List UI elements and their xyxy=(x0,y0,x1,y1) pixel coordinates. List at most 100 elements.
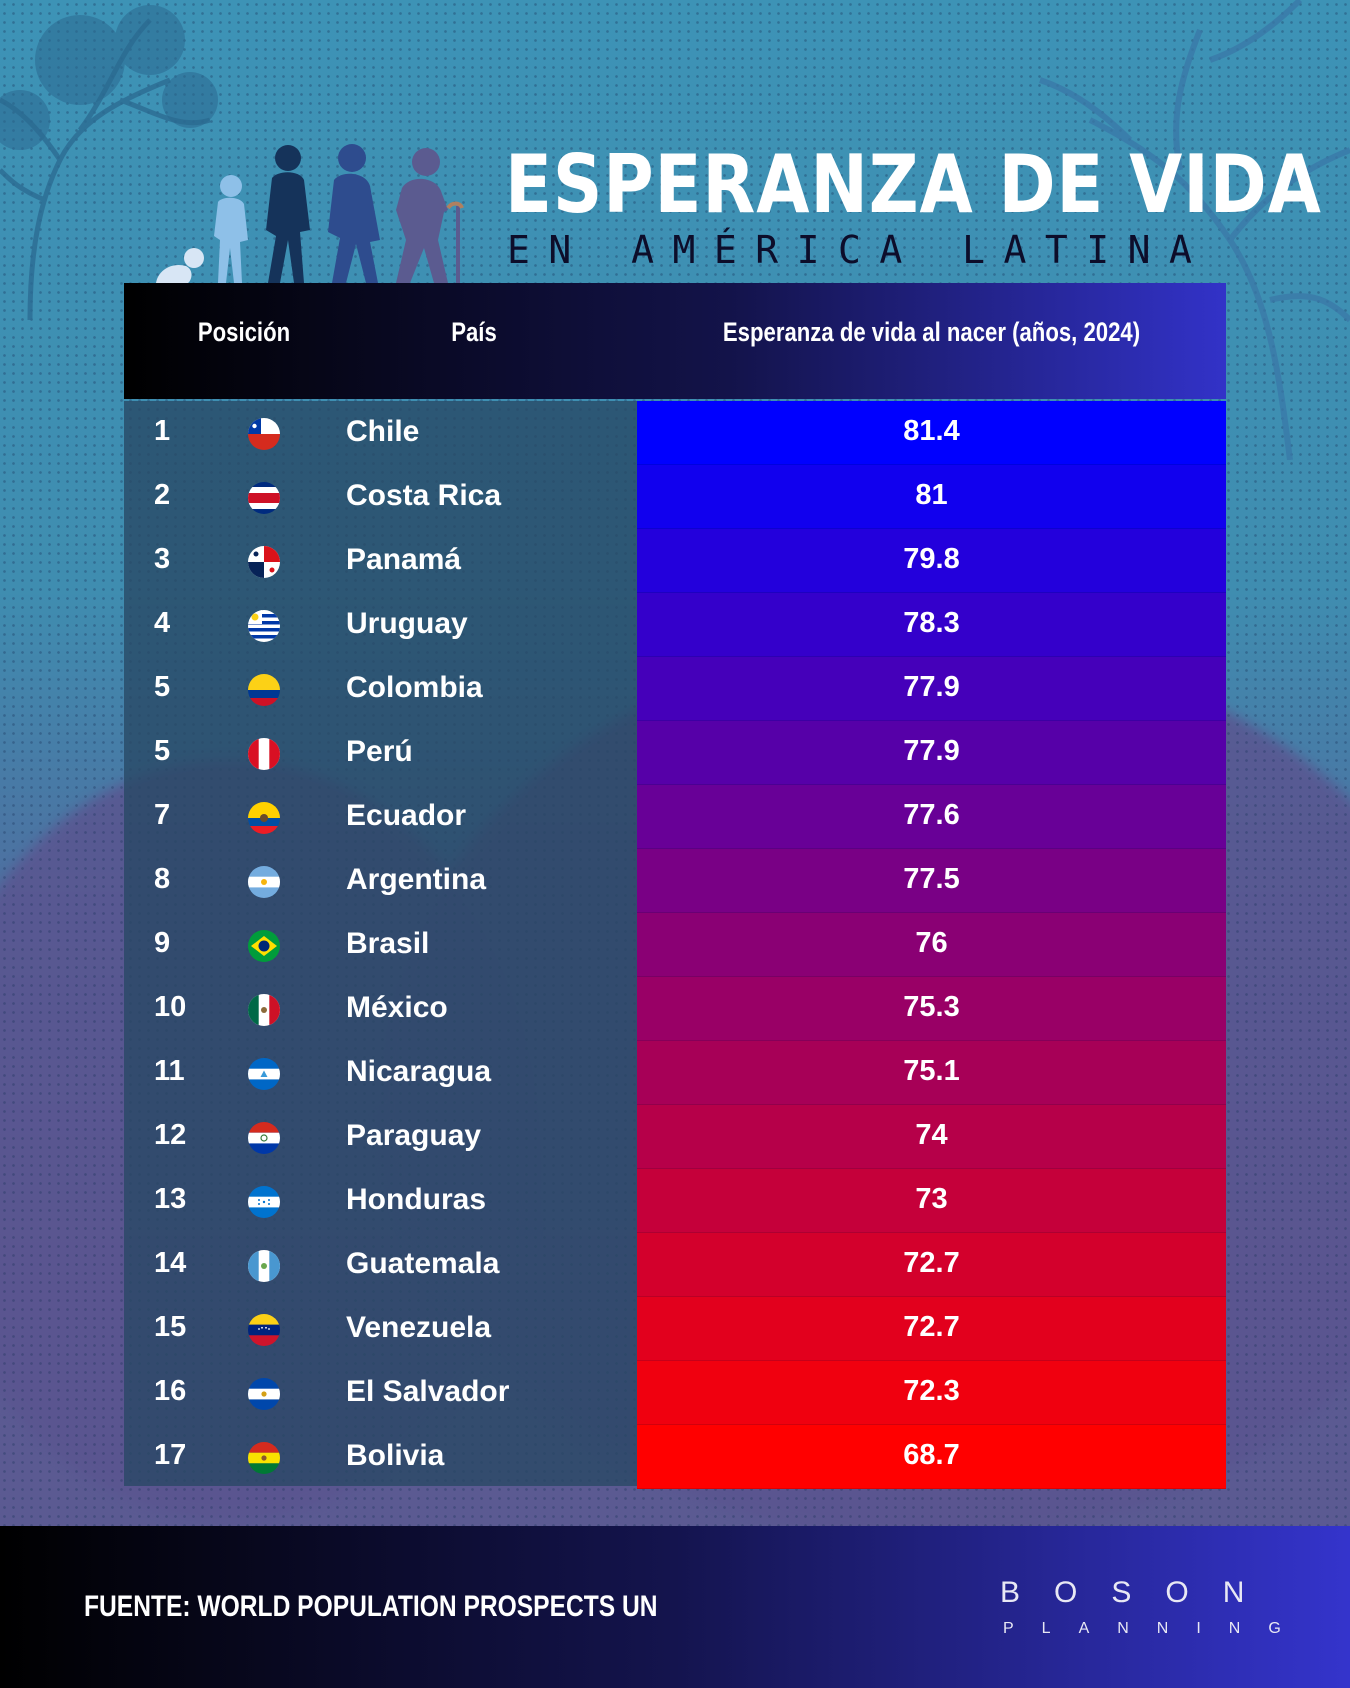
table-row: 1 Chile 81.4 xyxy=(124,401,1226,465)
value-bar: 81 xyxy=(637,465,1226,529)
rank-cell: 14 xyxy=(154,1247,187,1279)
country-cell: Uruguay xyxy=(346,607,468,640)
rank-cell: 4 xyxy=(154,607,171,639)
value-bar: 79.8 xyxy=(637,529,1226,593)
country-cell: Colombia xyxy=(346,671,483,704)
rank-cell: 7 xyxy=(154,799,171,831)
table-row: 3 Panamá 79.8 xyxy=(124,529,1226,593)
value-bar: 73 xyxy=(637,1169,1226,1233)
logo-wordmark: BOSON xyxy=(1000,1576,1279,1609)
country-cell: El Salvador xyxy=(346,1375,510,1408)
value-bar: 78.3 xyxy=(637,593,1226,657)
el-salvador-flag-icon xyxy=(248,1378,280,1410)
rank-cell: 17 xyxy=(154,1439,187,1471)
table-row: 11 Nicaragua 75.1 xyxy=(124,1041,1226,1105)
country-cell: Chile xyxy=(346,415,420,448)
header-country: País xyxy=(451,317,497,347)
human-evolution-silhouettes-icon xyxy=(156,144,464,284)
country-cell: Bolivia xyxy=(346,1439,445,1472)
table-row: 9 Brasil 76 xyxy=(124,913,1226,977)
bolivia-flag-icon xyxy=(248,1442,280,1474)
value-label: 77.9 xyxy=(903,735,960,767)
venezuela-flag-icon xyxy=(248,1314,280,1346)
colombia-flag-icon xyxy=(248,674,280,706)
rank-cell: 8 xyxy=(154,863,171,895)
uruguay-flag-icon xyxy=(248,610,280,642)
table-row: 10 México 75.3 xyxy=(124,977,1226,1041)
rank-cell: 3 xyxy=(154,543,171,575)
tree-left-illustration xyxy=(0,5,218,320)
source-note: FUENTE: WORLD POPULATION PROSPECTS UN xyxy=(84,1590,658,1623)
value-bar: 76 xyxy=(637,913,1226,977)
value-bar: 72.7 xyxy=(637,1297,1226,1361)
value-label: 75.3 xyxy=(903,991,960,1023)
table-row: 13 Honduras 73 xyxy=(124,1169,1226,1233)
table-row: 5 Perú 77.9 xyxy=(124,721,1226,785)
brazil-flag-icon xyxy=(248,930,280,962)
value-bar: 72.3 xyxy=(637,1361,1226,1425)
value-bar: 81.4 xyxy=(637,401,1226,465)
value-label: 77.6 xyxy=(903,799,960,831)
rank-cell: 10 xyxy=(154,991,187,1023)
tree-right-illustration xyxy=(1039,0,1350,460)
value-label: 68.7 xyxy=(903,1439,960,1471)
table-row: 8 Argentina 77.5 xyxy=(124,849,1226,913)
value-bar: 75.1 xyxy=(637,1041,1226,1105)
value-bar: 77.9 xyxy=(637,657,1226,721)
value-bar: 72.7 xyxy=(637,1233,1226,1297)
rank-cell: 16 xyxy=(154,1375,187,1407)
header: ESPERANZA DE VIDA EN AMÉRICA LATINA xyxy=(0,0,1350,290)
value-label: 79.8 xyxy=(903,543,960,575)
value-bar: 74 xyxy=(637,1105,1226,1169)
table-row: 7 Ecuador 77.6 xyxy=(124,785,1226,849)
value-bar: 77.5 xyxy=(637,849,1226,913)
mexico-flag-icon xyxy=(248,994,280,1026)
value-label: 72.3 xyxy=(903,1375,960,1407)
country-cell: Costa Rica xyxy=(346,479,502,512)
value-label: 73 xyxy=(915,1183,948,1215)
table-row: 14 Guatemala 72.7 xyxy=(124,1233,1226,1297)
logo-tagline: PLANNING xyxy=(1003,1620,1309,1637)
value-label: 75.1 xyxy=(903,1055,960,1087)
country-cell: Ecuador xyxy=(346,799,467,832)
nicaragua-flag-icon xyxy=(248,1058,280,1090)
table-row: 15 Venezuela 72.7 xyxy=(124,1297,1226,1361)
table-body-background xyxy=(124,401,637,1486)
value-bar: 77.9 xyxy=(637,721,1226,785)
rank-cell: 5 xyxy=(154,671,171,703)
page-title: ESPERANZA DE VIDA xyxy=(505,138,1322,231)
country-cell: Paraguay xyxy=(346,1119,482,1152)
rank-cell: 1 xyxy=(154,415,171,447)
value-label: 72.7 xyxy=(903,1247,960,1279)
country-cell: Panamá xyxy=(346,543,462,576)
value-label: 77.9 xyxy=(903,671,960,703)
value-label: 72.7 xyxy=(903,1311,960,1343)
value-bar: 77.6 xyxy=(637,785,1226,849)
value-label: 78.3 xyxy=(903,607,960,639)
table-header: Posición País Esperanza de vida al nacer… xyxy=(124,283,1226,399)
rank-cell: 13 xyxy=(154,1183,187,1215)
country-cell: Perú xyxy=(346,735,413,768)
footer: FUENTE: WORLD POPULATION PROSPECTS UN BO… xyxy=(0,1526,1350,1688)
value-label: 76 xyxy=(915,927,948,959)
chile-flag-icon xyxy=(248,418,280,450)
country-cell: Venezuela xyxy=(346,1311,492,1344)
table-row: 16 El Salvador 72.3 xyxy=(124,1361,1226,1425)
value-label: 77.5 xyxy=(903,863,960,895)
header-rank: Posición xyxy=(197,317,291,347)
rank-cell: 15 xyxy=(154,1311,187,1343)
guatemala-flag-icon xyxy=(248,1250,280,1282)
page-subtitle: EN AMÉRICA LATINA xyxy=(507,228,1211,272)
country-cell: Honduras xyxy=(346,1183,487,1216)
table-row: 2 Costa Rica 81 xyxy=(124,465,1226,529)
value-bar: 75.3 xyxy=(637,977,1226,1041)
rank-cell: 9 xyxy=(154,927,171,959)
table-row: 5 Colombia 77.9 xyxy=(124,657,1226,721)
life-expectancy-table: Posición País Esperanza de vida al nacer… xyxy=(124,283,1226,1489)
boson-planning-logo: BOSON PLANNING xyxy=(1000,1576,1290,1656)
value-label: 81 xyxy=(915,479,948,511)
table-row: 12 Paraguay 74 xyxy=(124,1105,1226,1169)
table-row: 17 Bolivia 68.7 xyxy=(124,1425,1226,1489)
table-row: 4 Uruguay 78.3 xyxy=(124,593,1226,657)
rank-cell: 12 xyxy=(154,1119,187,1151)
